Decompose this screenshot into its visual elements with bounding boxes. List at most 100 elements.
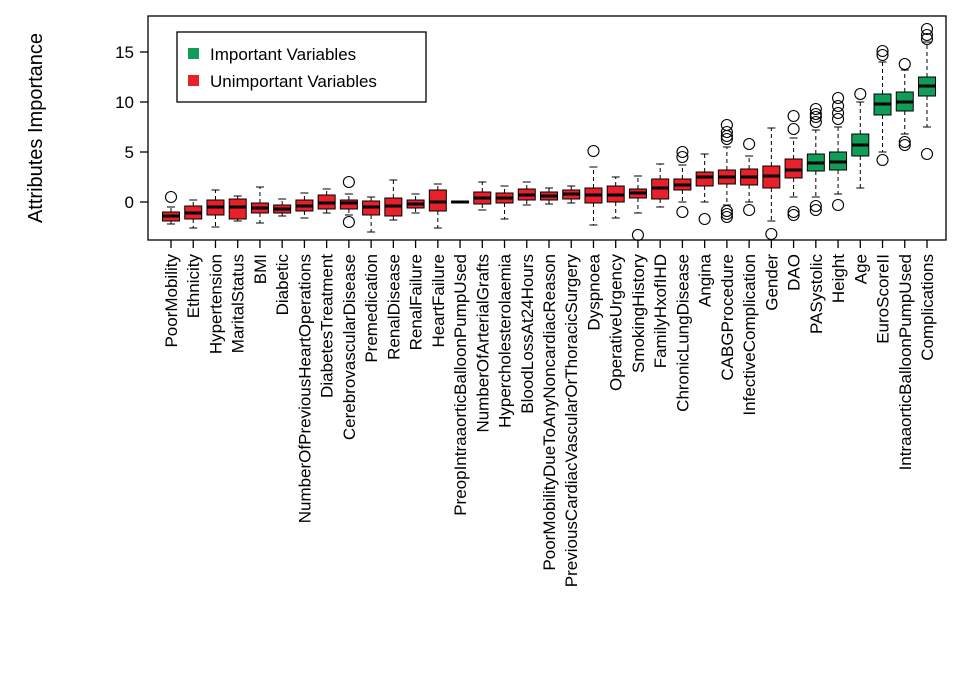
x-tick-label: IntraaorticBalloonPumpUsed: [896, 254, 915, 470]
box-InfectiveComplication: [740, 137, 759, 217]
legend-swatch-unimportant: [188, 75, 199, 86]
x-tick-label: MaritalStatus: [229, 254, 248, 353]
outlier-point: [898, 138, 911, 152]
outlier-point: [809, 203, 822, 217]
outlier-point: [809, 110, 822, 124]
box-BloodLossAt24Hours: [517, 181, 536, 206]
outlier-point: [832, 198, 845, 212]
box-NumberOfPreviousHeartOperations: [295, 192, 314, 219]
box-PoorMobility: [162, 190, 180, 225]
outlier-point: [876, 48, 889, 62]
x-tick-label: NumberOfArterialGrafts: [473, 254, 492, 433]
outlier-point: [720, 207, 733, 221]
outlier-point: [676, 150, 689, 164]
box-ChronicLungDisease: [673, 145, 692, 219]
box-PreviousCardiacVascularOrThoracicSurgery: [562, 185, 581, 204]
box-BMI: [250, 186, 269, 224]
outlier-point: [164, 190, 178, 204]
box-PreopIntraaorticBalloonPumpUsed: [451, 200, 470, 204]
outlier-point: [631, 228, 644, 242]
x-tick-label: Hypercholesterolaemia: [496, 253, 515, 427]
x-tick-label: Gender: [762, 254, 781, 311]
x-tick-label: Age: [851, 254, 870, 284]
outlier-point: [720, 204, 733, 218]
y-tick-label: 15: [115, 43, 134, 62]
x-tick-label: Dyspnoea: [584, 253, 603, 330]
outlier-point: [720, 210, 733, 224]
box-IntraaorticBalloonPumpUsed: [895, 57, 914, 152]
x-tick-label: HeartFailure: [429, 254, 448, 348]
x-tick-label: ChronicLungDisease: [673, 254, 692, 412]
outlier-point: [832, 99, 845, 113]
box-RenalFailure: [406, 193, 425, 214]
outlier-point: [854, 87, 867, 101]
box-Hypercholesterolaemia: [495, 185, 514, 220]
outlier-point: [676, 145, 689, 159]
plot-frame: [147, 15, 947, 241]
x-tick-label: PreopIntraaorticBalloonPumpUsed: [451, 254, 470, 516]
outlier-point: [809, 102, 822, 116]
outlier-point: [832, 112, 845, 126]
box-Complications: [918, 22, 936, 161]
outlier-point: [898, 57, 911, 71]
box-NumberOfArterialGrafts: [473, 181, 492, 211]
x-tick-label: CerebrovascularDisease: [340, 254, 359, 440]
outlier-point: [743, 203, 756, 217]
box-Gender: [762, 127, 781, 241]
y-axis-label: Attributes Importance: [25, 33, 47, 223]
box-PoorMobilityDueToAnyNoncardiacReason: [540, 187, 558, 205]
x-tick-label: PASystolic: [807, 254, 826, 334]
outlier-point: [743, 137, 756, 151]
x-tick-label: PoorMobility: [162, 254, 181, 348]
x-tick-label: Complications: [918, 254, 937, 361]
outlier-point: [787, 109, 800, 123]
x-tick-label: Diabetic: [273, 254, 292, 316]
outlier-point: [787, 208, 800, 222]
y-tick-label: 5: [125, 143, 134, 162]
outlier-point: [676, 205, 689, 219]
x-tick-label: SmokingHistory: [629, 254, 648, 374]
legend-label-unimportant: Unimportant Variables: [210, 72, 377, 91]
box-iqr: [228, 198, 247, 220]
x-tick-label: CABGProcedure: [718, 254, 737, 381]
x-tick-label: FamilyHxofIHD: [651, 254, 670, 368]
box-Diabetic: [273, 198, 292, 217]
x-tick-label: BMI: [251, 254, 270, 284]
x-tick-label: DAO: [785, 254, 804, 291]
box-DiabetesTreatment: [317, 188, 336, 214]
box-Hypertension: [206, 189, 225, 228]
x-tick-label: NumberOfPreviousHeartOperations: [295, 254, 314, 523]
outlier-point: [720, 125, 733, 139]
outlier-point: [920, 22, 934, 36]
box-Age: [851, 87, 870, 189]
box-Angina: [695, 153, 714, 226]
x-tick-label: DiabetesTreatment: [318, 254, 337, 398]
outlier-point: [920, 147, 934, 161]
box-Height: [829, 91, 848, 212]
box-RenalDisease: [384, 179, 403, 221]
box-Dyspnoea: [584, 144, 603, 226]
x-tick-label: Hypertension: [206, 254, 225, 354]
outlier-point: [809, 107, 822, 121]
y-tick-label: 0: [125, 193, 134, 212]
box-SmokingHistory: [628, 175, 647, 242]
box-CerebrovascularDisease: [339, 175, 358, 229]
box-FamilyHxofIHD: [651, 163, 670, 208]
x-tick-label: Angina: [696, 253, 715, 306]
outlier-point: [920, 32, 934, 46]
x-tick-label: Premedication: [362, 254, 381, 363]
box-CABGProcedure: [717, 118, 736, 224]
x-tick-label: OperativeUrgency: [607, 254, 626, 392]
outlier-point: [698, 212, 711, 226]
x-tick-label: Height: [829, 254, 848, 303]
x-tick-label: EuroScoreII: [874, 254, 893, 344]
box-HeartFailure: [428, 183, 447, 229]
box-DAO: [784, 109, 803, 222]
box-OperativeUrgency: [606, 176, 625, 219]
legend-frame: [176, 31, 427, 103]
x-tick-label: Ethnicity: [184, 254, 203, 319]
box-Ethnicity: [184, 199, 203, 229]
outlier-point: [809, 199, 822, 213]
x-tick-label: PreviousCardiacVascularOrThoracicSurgery: [562, 254, 581, 588]
